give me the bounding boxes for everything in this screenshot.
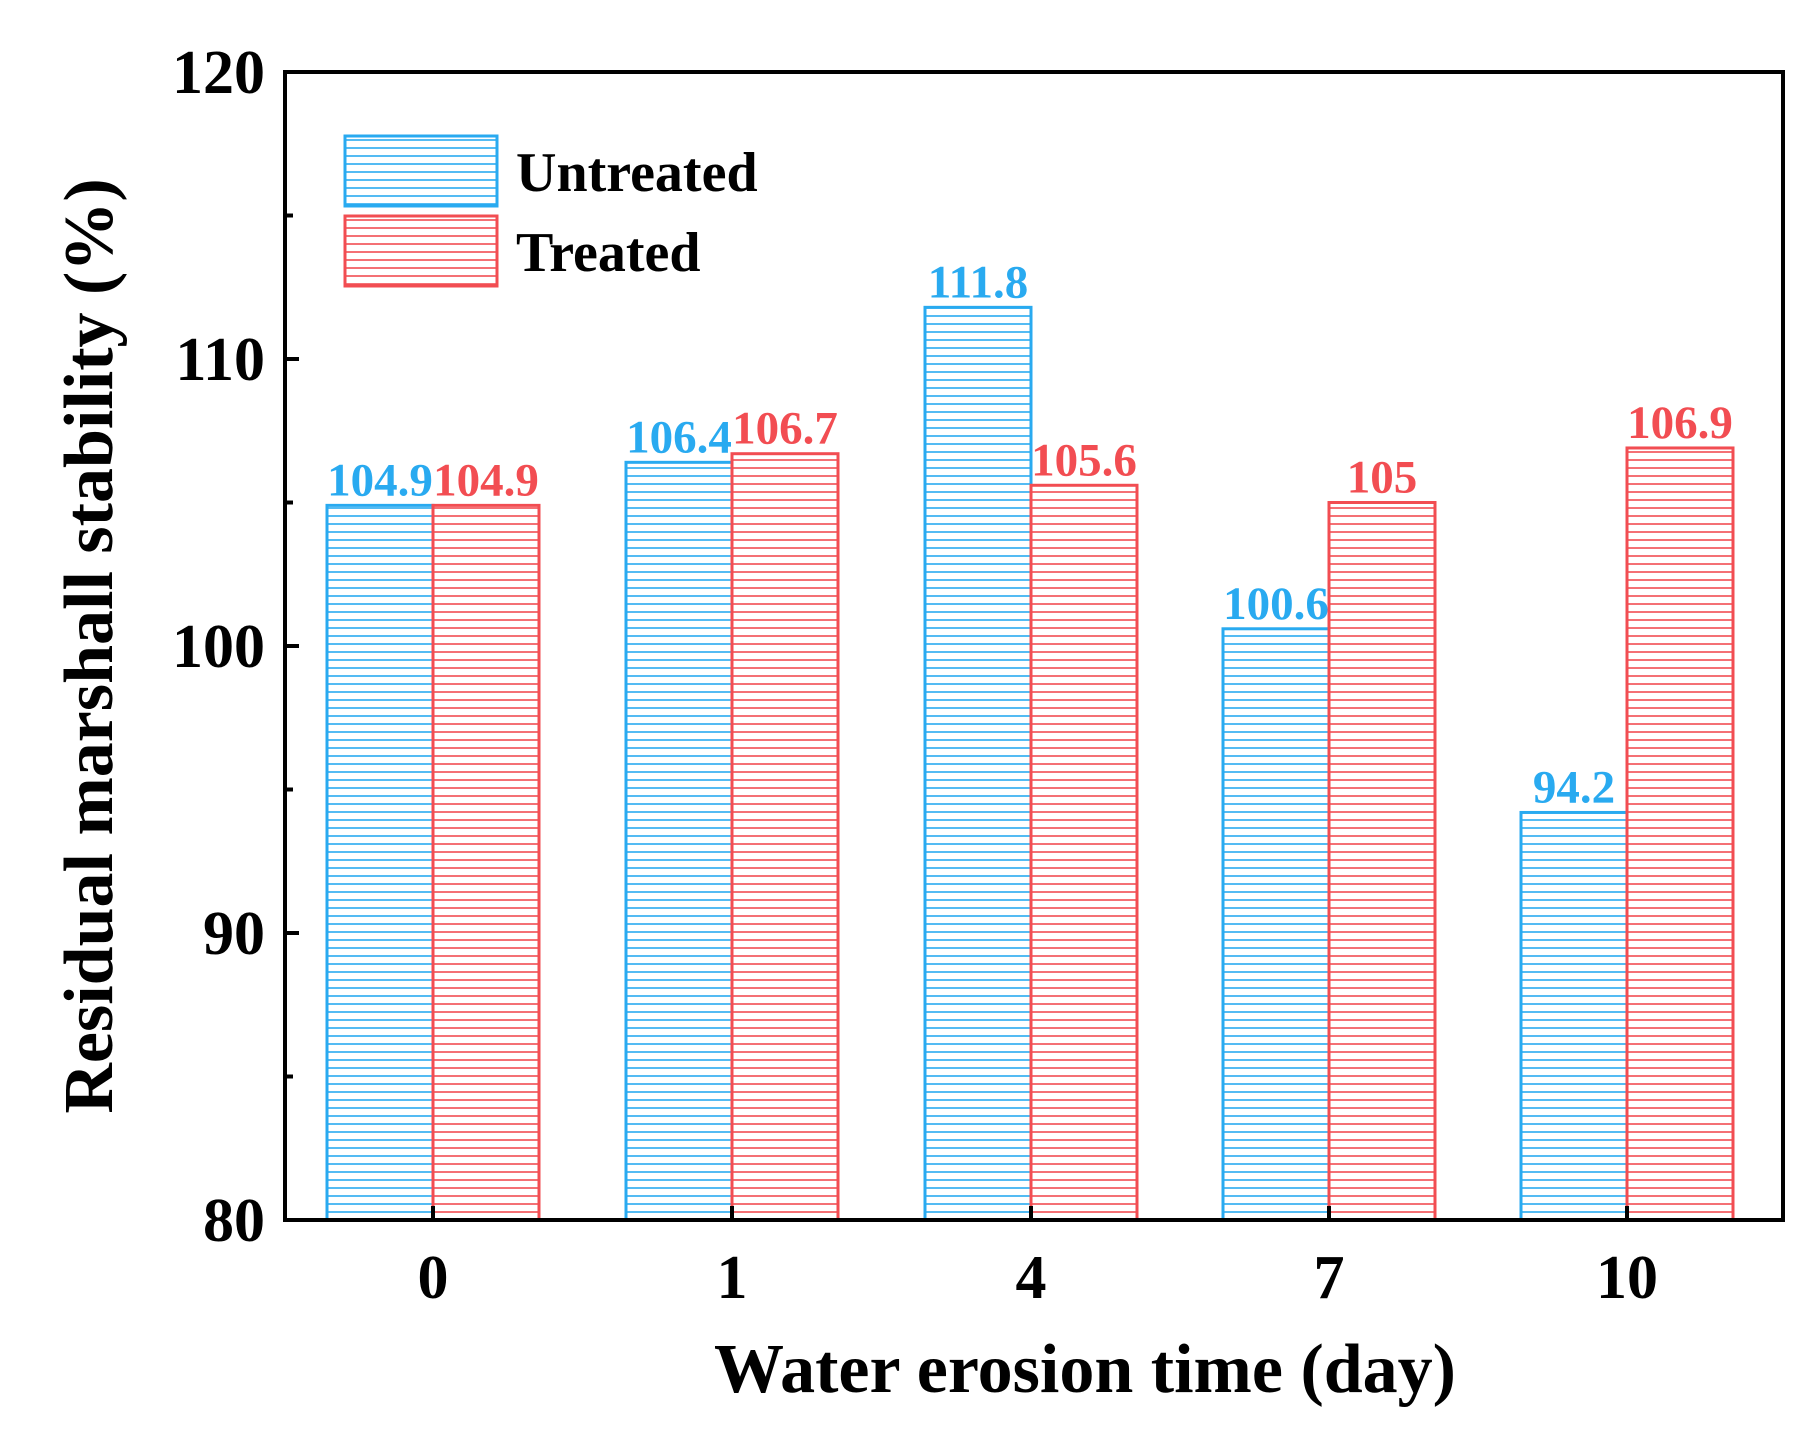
- x-tick-label-0: 0: [418, 1244, 449, 1312]
- value-label-treated-day-4: 105.6: [1031, 434, 1137, 486]
- bar-untreated-day-4: [923, 305, 1033, 1222]
- bar-treated-day-4: [1029, 483, 1139, 1222]
- y-tick-label-80: 80: [203, 1187, 265, 1255]
- y-axis: 80 90 100 110 120: [172, 39, 299, 1255]
- y-tick-label-120: 120: [172, 39, 265, 107]
- legend-label-treated: Treated: [516, 222, 701, 284]
- value-label-untreated-day-4: 111.8: [928, 256, 1029, 308]
- value-label-treated-day-10: 106.9: [1627, 397, 1733, 449]
- bar-untreated-day-1: [624, 460, 734, 1222]
- bar-treated-day-1: [730, 452, 840, 1222]
- value-label-treated-day-0: 104.9: [433, 454, 539, 506]
- x-tick-label-4: 4: [1016, 1244, 1047, 1312]
- bar-untreated-day-7: [1221, 627, 1331, 1222]
- x-tick-label-1: 1: [717, 1244, 748, 1312]
- y-tick-label-90: 90: [203, 900, 265, 968]
- bar-treated-day-10: [1625, 446, 1735, 1222]
- legend: Untreated Treated: [343, 134, 758, 288]
- y-tick-label-100: 100: [172, 613, 265, 681]
- y-tick-label-110: 110: [175, 326, 265, 394]
- value-label-untreated-day-7: 100.6: [1223, 578, 1329, 630]
- x-axis: 0 1 4 7 10: [418, 1206, 1658, 1312]
- bars-group: [325, 305, 1735, 1222]
- x-axis-title: Water erosion time (day): [714, 1331, 1456, 1408]
- x-tick-label-7: 7: [1314, 1244, 1345, 1312]
- bar-untreated-day-10: [1519, 810, 1629, 1222]
- value-label-treated-day-1: 106.7: [732, 403, 838, 455]
- value-label-untreated-day-10: 94.2: [1533, 761, 1615, 813]
- legend-swatch-untreated: [343, 134, 499, 208]
- bar-treated-day-7: [1327, 501, 1437, 1222]
- legend-swatch-treated: [343, 214, 499, 288]
- value-label-untreated-day-0: 104.9: [327, 454, 433, 506]
- value-label-untreated-day-1: 106.4: [626, 411, 732, 463]
- value-labels-group: 104.9 106.4 111.8 100.6 94.2 104.9 106.7 105.6 1…: [327, 256, 1733, 813]
- bar-untreated-day-0: [325, 503, 435, 1222]
- bar-treated-day-0: [431, 503, 541, 1222]
- legend-label-untreated: Untreated: [516, 142, 758, 204]
- x-tick-label-10: 10: [1596, 1244, 1658, 1312]
- y-axis-title: Residual marshall stability (%): [51, 178, 128, 1113]
- value-label-treated-day-7: 105: [1347, 452, 1418, 504]
